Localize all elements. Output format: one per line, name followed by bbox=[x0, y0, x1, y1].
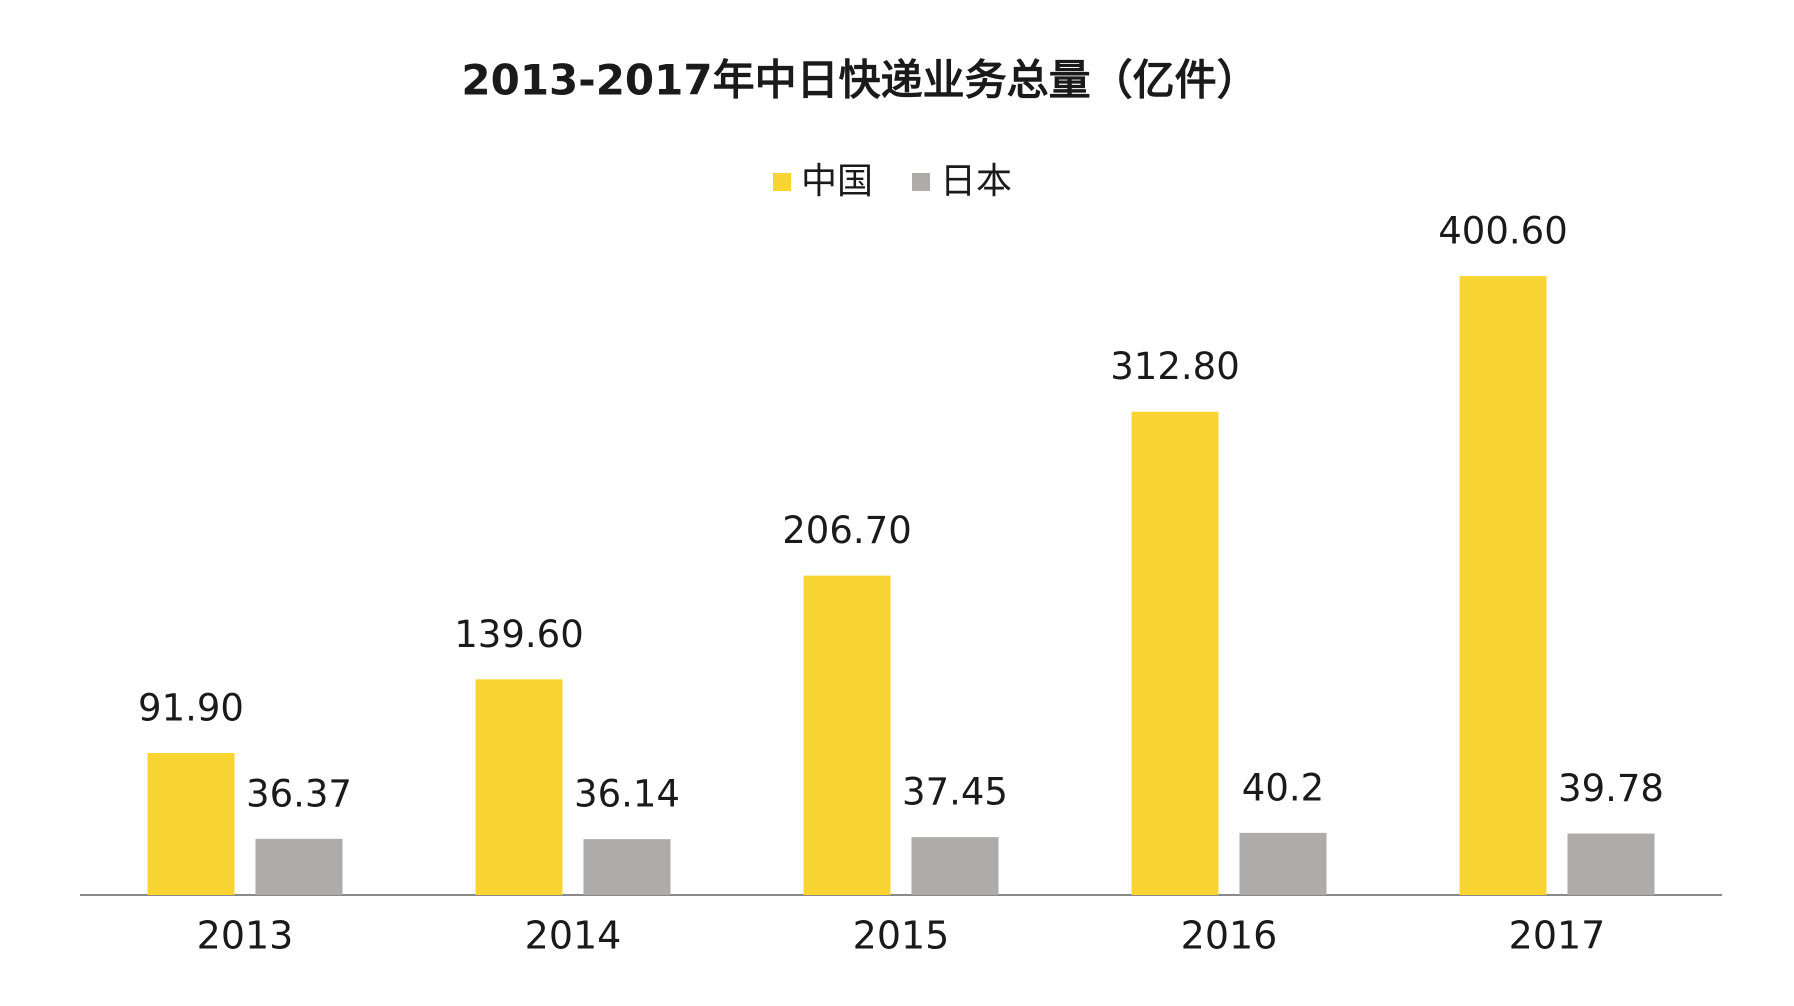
value-label: 36.37 bbox=[246, 772, 352, 815]
legend-swatch bbox=[773, 173, 791, 191]
bar bbox=[475, 679, 563, 895]
value-label: 40.2 bbox=[1242, 766, 1324, 809]
bar bbox=[1131, 411, 1219, 895]
bar bbox=[1459, 276, 1547, 895]
legend-swatch bbox=[912, 173, 930, 191]
legend-label: 日本 bbox=[940, 161, 1012, 202]
chart-title: 2013-2017年中日快递业务总量（亿件） bbox=[461, 56, 1258, 105]
value-label: 36.14 bbox=[574, 773, 680, 816]
value-label: 206.70 bbox=[782, 509, 911, 552]
value-label: 91.90 bbox=[138, 687, 244, 730]
legend-label: 中国 bbox=[801, 161, 873, 202]
x-tick-label: 2013 bbox=[197, 914, 294, 958]
value-label: 37.45 bbox=[902, 771, 1008, 814]
value-label: 400.60 bbox=[1438, 210, 1567, 253]
bar bbox=[255, 838, 343, 895]
x-tick-label: 2016 bbox=[1181, 914, 1278, 958]
x-tick-label: 2015 bbox=[853, 914, 950, 958]
value-label: 139.60 bbox=[454, 613, 583, 656]
x-tick-label: 2017 bbox=[1509, 914, 1606, 958]
bar bbox=[583, 839, 671, 895]
bar bbox=[803, 575, 891, 895]
x-tick-label: 2014 bbox=[525, 914, 622, 958]
bar bbox=[147, 753, 235, 895]
value-label: 39.78 bbox=[1558, 767, 1664, 810]
bar bbox=[1567, 833, 1655, 895]
value-label: 312.80 bbox=[1110, 345, 1239, 388]
bar bbox=[1239, 832, 1327, 895]
bar bbox=[911, 837, 999, 895]
